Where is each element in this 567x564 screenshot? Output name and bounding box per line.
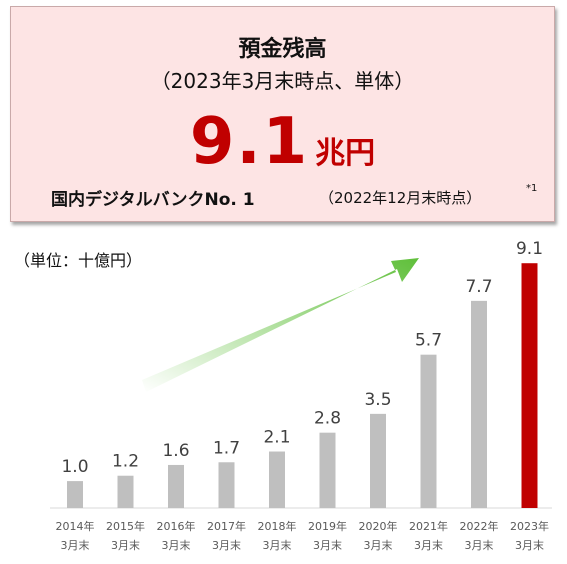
bar-value-label-0: 1.0 bbox=[61, 457, 88, 477]
bar-1 bbox=[117, 475, 134, 508]
x-tick-label-4-1: 3月末 bbox=[263, 538, 292, 552]
unit-label: （単位：十億円） bbox=[14, 251, 143, 270]
bar-6 bbox=[370, 413, 386, 508]
x-tick-label-3-0: 2017年 bbox=[207, 519, 246, 533]
bars: 1.0 2014年 3月末 1.2 2015年 3月末 1.6 2016年 3月末 1.7 2017… bbox=[56, 239, 550, 552]
bar-8 bbox=[471, 300, 487, 508]
rank-text: 国内デジタルバンクNo. 1 bbox=[51, 190, 255, 210]
x-tick-label-9-1: 3月末 bbox=[515, 538, 544, 552]
headline-box: 預金残高 （2023年3月末時点、単体） 9.1 兆円 国内デジタルバンクNo. … bbox=[10, 6, 555, 222]
headline-unit: 兆円 bbox=[315, 136, 376, 171]
bar-value-label-1: 1.2 bbox=[112, 452, 139, 472]
headline-subtitle: （2023年3月末時点、単体） bbox=[150, 69, 415, 93]
x-tick-label-7-0: 2021年 bbox=[409, 519, 448, 533]
bar-9 bbox=[521, 263, 538, 508]
x-tick-label-0-1: 3月末 bbox=[61, 538, 90, 552]
bar-value-label-6: 3.5 bbox=[364, 390, 391, 410]
bar-value-label-9: 9.1 bbox=[516, 239, 543, 259]
footnote-marker: *1 bbox=[526, 183, 538, 194]
bar-value-label-3: 1.7 bbox=[213, 438, 240, 458]
bar-3 bbox=[218, 462, 235, 508]
x-tick-label-5-1: 3月末 bbox=[313, 538, 342, 552]
x-tick-label-7-1: 3月末 bbox=[414, 538, 443, 552]
x-tick-label-1-1: 3月末 bbox=[111, 538, 140, 552]
bar-0 bbox=[67, 481, 83, 508]
bar-value-label-4: 2.1 bbox=[263, 428, 290, 448]
headline-value: 9.1 兆円 bbox=[11, 105, 554, 179]
x-tick-label-3-1: 3月末 bbox=[212, 538, 241, 552]
bar-value-label-5: 2.8 bbox=[314, 409, 341, 429]
x-tick-label-6-1: 3月末 bbox=[364, 538, 393, 552]
bar-4 bbox=[269, 451, 285, 508]
bar-value-label-8: 7.7 bbox=[465, 277, 492, 297]
x-tick-label-1-0: 2015年 bbox=[106, 519, 145, 533]
rank-date: （2022年12月末時点） bbox=[319, 189, 482, 207]
bar-value-label-2: 1.6 bbox=[162, 441, 189, 461]
bar-value-label-7: 5.7 bbox=[415, 331, 442, 351]
x-tick-label-8-0: 2022年 bbox=[460, 519, 499, 533]
headline-title: 預金残高 bbox=[238, 37, 327, 62]
x-tick-label-6-0: 2020年 bbox=[359, 519, 398, 533]
x-tick-label-8-1: 3月末 bbox=[465, 538, 494, 552]
x-tick-label-9-0: 2023年 bbox=[510, 519, 549, 533]
x-tick-label-5-0: 2019年 bbox=[308, 519, 347, 533]
bar-2 bbox=[168, 464, 184, 508]
bar-7 bbox=[420, 354, 437, 508]
bar-5 bbox=[319, 432, 336, 508]
x-tick-label-0-0: 2014年 bbox=[56, 519, 95, 533]
growth-arrow bbox=[142, 258, 419, 392]
x-tick-label-4-0: 2018年 bbox=[258, 519, 297, 533]
x-tick-label-2-1: 3月末 bbox=[162, 538, 191, 552]
headline-number: 9.1 bbox=[189, 105, 310, 179]
x-tick-label-2-0: 2016年 bbox=[157, 519, 196, 533]
